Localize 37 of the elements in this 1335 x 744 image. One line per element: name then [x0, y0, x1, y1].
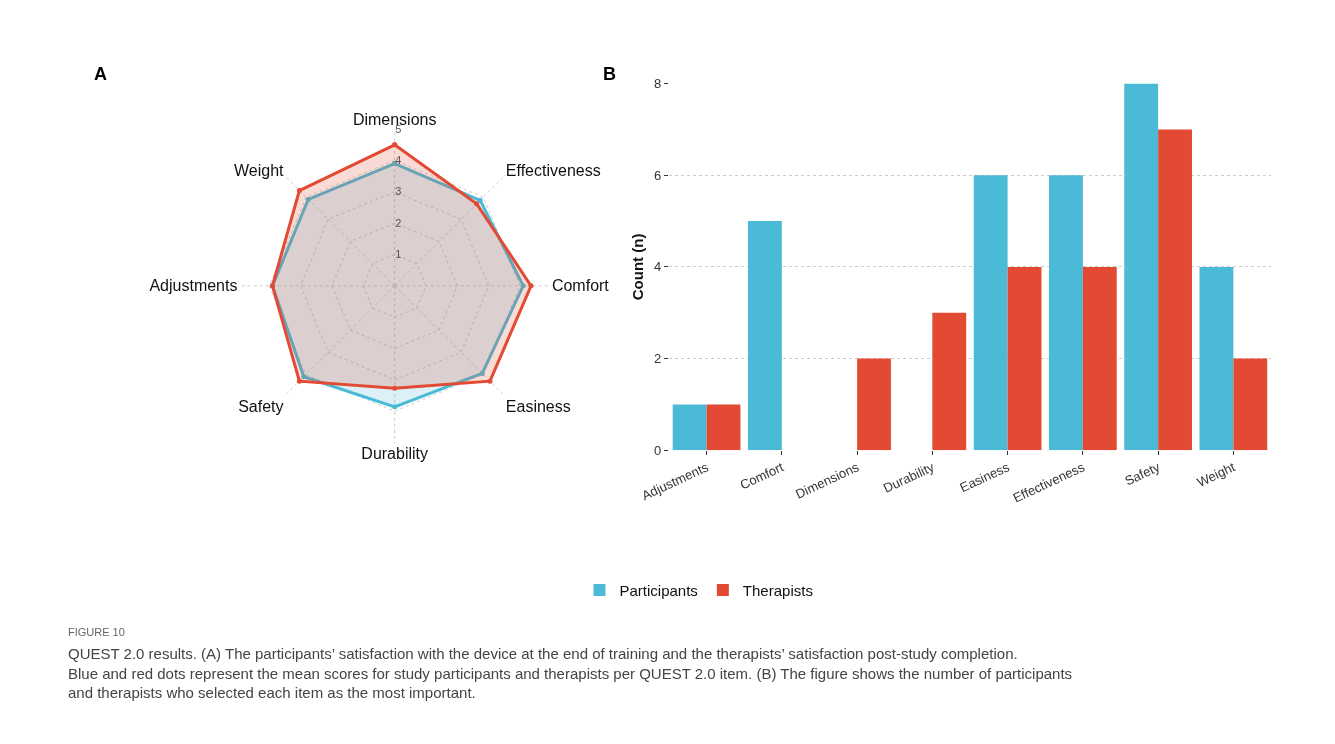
bar [706, 404, 741, 451]
caption: FIGURE 10 [68, 626, 125, 638]
y-tick-label: 4 [395, 154, 402, 167]
bar [1048, 175, 1083, 451]
spoke-label: Safety [238, 398, 284, 416]
spoke-label: Easiness [505, 398, 571, 416]
bar [1124, 83, 1159, 451]
y-tick-label: 6 [654, 167, 662, 183]
y-axis-title: Count (n) [629, 233, 647, 301]
bar [857, 358, 891, 451]
text: QUEST 2.0 results. (A) The participants’ satisfaction with the device at the end of training and the therapists’ satisfaction post-study completion. Blue and red dots represent the mean scores for study participants and therapists per QUEST 2.0 item. (B) The figure shows the number of participants and therapists who selected each item as the most important. [68, 645, 1073, 701]
y-tick-label: 8 [654, 76, 662, 92]
spoke-label: Durability [361, 445, 429, 463]
bar [973, 175, 1008, 451]
spoke-label: Weight [233, 162, 285, 180]
y-tick-label: 1 [395, 248, 402, 261]
x-tick-label: Safety [1122, 459, 1163, 489]
text: B [603, 64, 616, 84]
y-tick-label: 0 [654, 442, 662, 458]
bar [1082, 266, 1117, 451]
bar [1199, 266, 1234, 451]
bar [932, 312, 967, 451]
y-tick-label: 4 [654, 259, 662, 275]
y-tick-label: 2 [395, 216, 402, 229]
legend-label: Therapists [742, 581, 813, 599]
bar [1233, 358, 1268, 451]
bar [1158, 129, 1192, 451]
bar [747, 221, 782, 451]
spoke-label: Adjustments [149, 277, 238, 295]
y-tick-label: 2 [654, 351, 662, 367]
text: A [94, 64, 107, 84]
spoke-label: Effectiveness [505, 162, 601, 180]
spoke-label: Comfort [551, 277, 610, 295]
bar [672, 404, 707, 451]
legend-label: Participants [619, 581, 698, 599]
y-tick-label: 3 [395, 185, 402, 198]
bar [1007, 266, 1042, 451]
